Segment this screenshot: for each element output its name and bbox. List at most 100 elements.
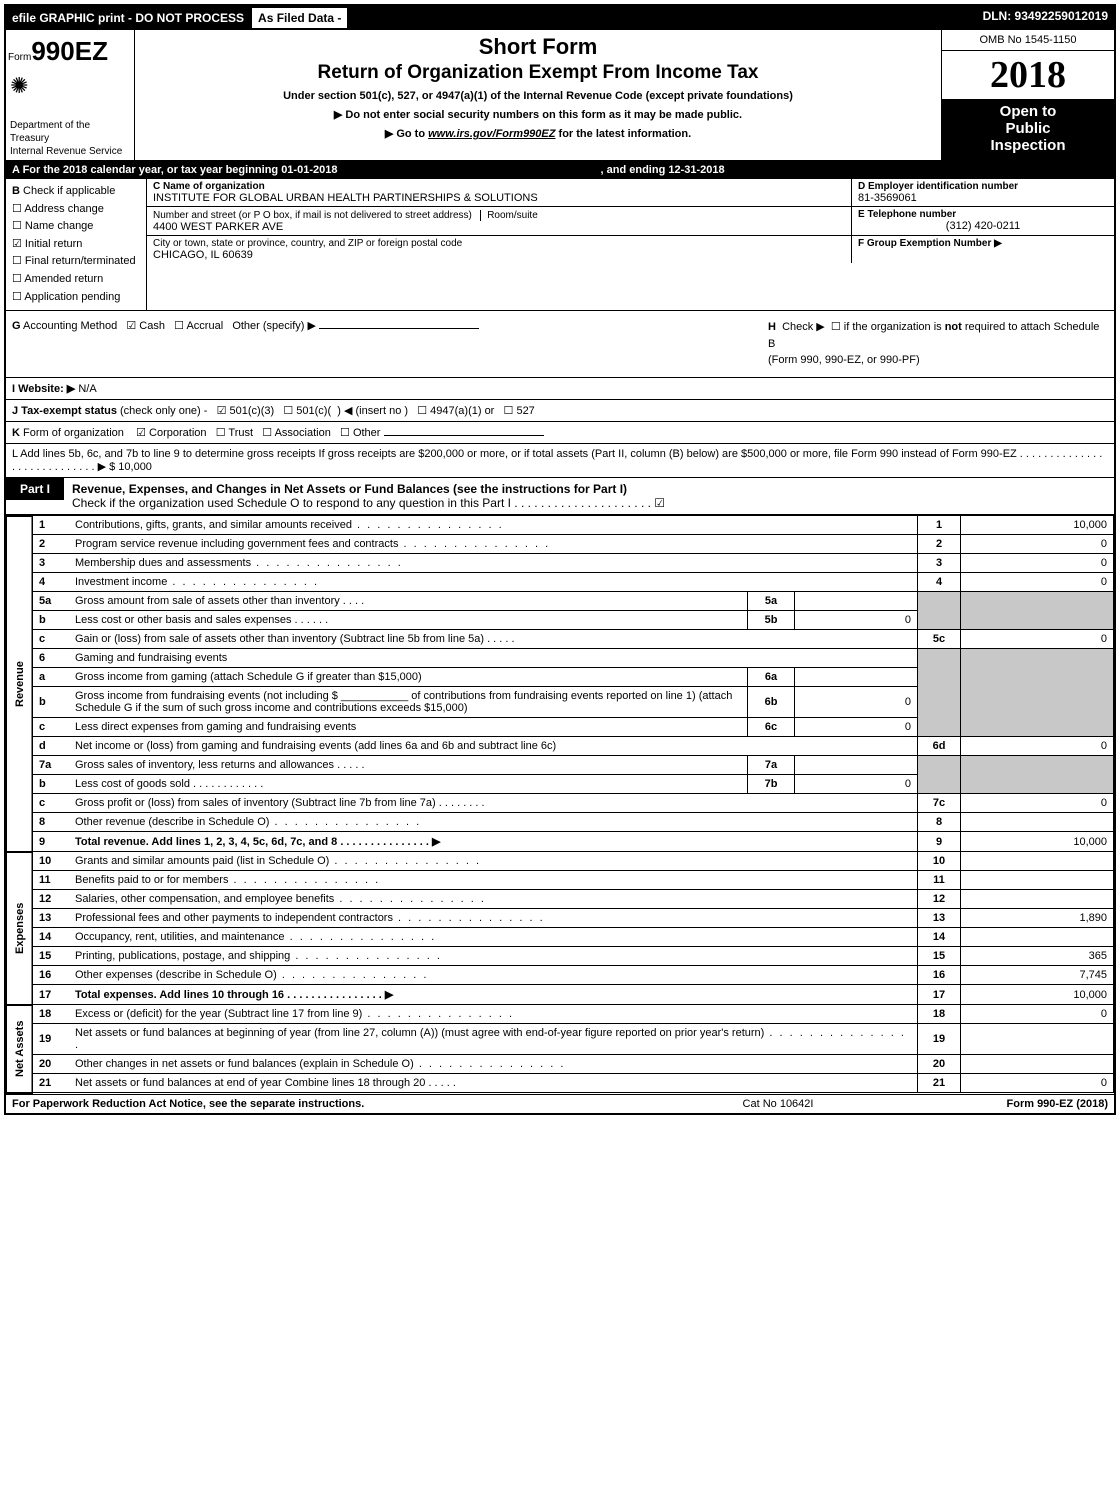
chk-address[interactable]: ☐ [12, 203, 22, 215]
l6a-iv [795, 668, 918, 687]
l13-amt: 1,890 [961, 909, 1114, 928]
l11-desc: Benefits paid to or for members [75, 874, 228, 886]
org-city: CHICAGO, IL 60639 [153, 249, 845, 261]
l14-desc: Occupancy, rent, utilities, and maintena… [75, 931, 285, 943]
part1-sub: Check if the organization used Schedule … [72, 496, 665, 510]
l21-desc: Net assets or fund balances at end of ye… [75, 1077, 425, 1089]
l10-desc: Grants and similar amounts paid (list in… [75, 855, 329, 867]
e-label: E Telephone number [858, 209, 1108, 220]
l19-ln: 19 [918, 1024, 961, 1055]
l16-num: 16 [32, 966, 69, 985]
box-E: E Telephone number (312) 420-0211 [852, 207, 1114, 235]
l11-amt [961, 871, 1114, 890]
ein-value: 81-3569061 [858, 192, 1108, 204]
l2-amt: 0 [961, 535, 1114, 554]
sub2: ▶ Do not enter social security numbers o… [145, 108, 931, 121]
l7b-desc: Less cost of goods sold [75, 778, 190, 790]
l6b-desc: Gross income from fundraising events (no… [69, 687, 748, 718]
chk-other-org[interactable]: ☐ [340, 427, 350, 439]
line-A: A For the 2018 calendar year, or tax yea… [6, 161, 1114, 179]
chk-assoc[interactable]: ☐ [262, 427, 272, 439]
l5c-num: c [32, 630, 69, 649]
chk-accrual[interactable]: ☐ [174, 320, 184, 332]
chk-527[interactable]: ☐ [504, 405, 514, 417]
l6-grey-amt [961, 649, 1114, 737]
row-G: G Accounting Method ☑ Cash ☐ Accrual Oth… [12, 319, 768, 369]
l9-ln: 9 [918, 832, 961, 852]
footer-mid: Cat No 10642I [648, 1098, 908, 1110]
l4-amt: 0 [961, 573, 1114, 592]
form-label: Form [8, 52, 31, 63]
chk-cash[interactable]: ☑ [126, 320, 136, 332]
chk-501c3[interactable]: ☑ [217, 405, 227, 417]
l7a-ib: 7a [748, 756, 795, 775]
l17-num: 17 [32, 985, 69, 1005]
l20-desc: Other changes in net assets or fund bala… [75, 1058, 414, 1070]
l6d-num: d [32, 737, 69, 756]
l15-desc: Printing, publications, postage, and shi… [75, 950, 290, 962]
chk-trust[interactable]: ☐ [216, 427, 226, 439]
box-B-label: Check if applicable [23, 185, 115, 197]
l6b-iv: 0 [795, 687, 918, 718]
l8-amt [961, 813, 1114, 832]
sub3[interactable]: ▶ Go to www.irs.gov/Form990EZ for the la… [145, 127, 931, 140]
chk-name[interactable]: ☐ [12, 220, 22, 232]
l10-amt [961, 852, 1114, 871]
row-I: I Website: ▶ N/A [6, 378, 1114, 400]
chk-amended[interactable]: ☐ [12, 273, 22, 285]
l2-ln: 2 [918, 535, 961, 554]
l19-desc: Net assets or fund balances at beginning… [75, 1027, 764, 1039]
row-H: H Check ▶ ☐ if the organization is not r… [768, 319, 1108, 369]
l14-num: 14 [32, 928, 69, 947]
c-room-label: Room/suite [480, 210, 538, 221]
chk-initial[interactable]: ☑ [12, 238, 22, 250]
other-specify-input[interactable] [319, 328, 479, 329]
l20-ln: 20 [918, 1055, 961, 1074]
sub1: Under section 501(c), 527, or 4947(a)(1)… [145, 90, 931, 102]
l7c-ln: 7c [918, 794, 961, 813]
l6c-ib: 6c [748, 718, 795, 737]
l16-amt: 7,745 [961, 966, 1114, 985]
l18-num: 18 [32, 1005, 69, 1024]
dept-label: Department of the Treasury Internal Reve… [6, 117, 134, 160]
l18-ln: 18 [918, 1005, 961, 1024]
chk-4947[interactable]: ☐ [417, 405, 427, 417]
l7c-num: c [32, 794, 69, 813]
row-L: L Add lines 5b, 6c, and 7b to line 9 to … [6, 444, 1114, 478]
l5c-desc: Gain or (loss) from sale of assets other… [75, 633, 484, 645]
header: Form 990EZ ✺ Department of the Treasury … [6, 30, 1114, 161]
chk-final[interactable]: ☐ [12, 255, 22, 267]
l6a-ib: 6a [748, 668, 795, 687]
l4-ln: 4 [918, 573, 961, 592]
box-C-city: City or town, state or province, country… [147, 236, 852, 263]
chk-h[interactable]: ☐ [831, 321, 841, 333]
header-left: Form 990EZ ✺ Department of the Treasury … [6, 30, 135, 160]
org-street: 4400 WEST PARKER AVE [153, 221, 845, 233]
chk-corp[interactable]: ☑ [136, 427, 146, 439]
line-A-begin: A For the 2018 calendar year, or tax yea… [12, 164, 337, 176]
l1-ln: 1 [918, 516, 961, 535]
topbar: efile GRAPHIC print - DO NOT PROCESS As … [6, 6, 1114, 30]
footer-left: For Paperwork Reduction Act Notice, see … [12, 1098, 648, 1110]
chk-501c[interactable]: ☐ [283, 405, 293, 417]
box-F: F Group Exemption Number ▶ [852, 236, 1114, 263]
box-C-name: C Name of organization INSTITUTE FOR GLO… [147, 179, 852, 206]
l5a-num: 5a [32, 592, 69, 611]
l6c-desc: Less direct expenses from gaming and fun… [69, 718, 748, 737]
l6c-num: c [32, 718, 69, 737]
l13-desc: Professional fees and other payments to … [75, 912, 393, 924]
l5b-num: b [32, 611, 69, 630]
other-org-input[interactable] [384, 435, 544, 436]
l2-desc: Program service revenue including govern… [75, 538, 398, 550]
l6d-amt: 0 [961, 737, 1114, 756]
l6b-ib: 6b [748, 687, 795, 718]
header-right: OMB No 1545-1150 2018 Open toPublicInspe… [941, 30, 1114, 160]
l17-desc: Total expenses. Add lines 10 through 16 … [75, 989, 393, 1001]
part1-table: Revenue 1 Contributions, gifts, grants, … [6, 515, 1114, 1094]
chk-pending[interactable]: ☐ [12, 291, 22, 303]
l11-ln: 11 [918, 871, 961, 890]
box-cdef: C Name of organization INSTITUTE FOR GLO… [147, 179, 1114, 310]
l6-desc: Gaming and fundraising events [69, 649, 918, 668]
l6b-num: b [32, 687, 69, 718]
l5-grey-amt [961, 592, 1114, 630]
